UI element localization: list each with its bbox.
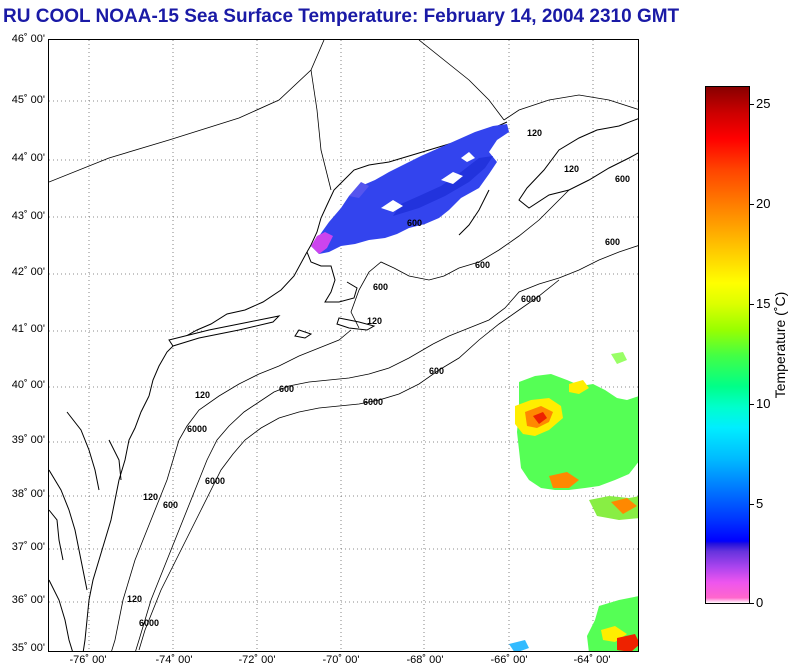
lat-label-42: 42˚ 00' (11, 266, 45, 278)
isobath-600 (135, 245, 638, 651)
colorbar-tick-mark (750, 104, 754, 105)
lat-label-40: 40˚ 00' (11, 379, 45, 391)
isobath-120 (111, 189, 570, 651)
colorbar-tick-5: 5 (756, 496, 764, 511)
colorbar-tick-20: 20 (756, 196, 771, 211)
lon-label-64: -64˚ 00' (573, 654, 611, 666)
lat-label-35: 35˚ 00' (11, 642, 45, 654)
lat-label-45: 45˚ 00' (11, 94, 45, 106)
colorbar-tick-mark (750, 504, 754, 505)
isobath-label: 600 (163, 500, 178, 510)
isobath-label: 600 (605, 237, 620, 247)
warm-water-patches (509, 352, 638, 651)
lon-label-74: -74˚ 00' (155, 654, 193, 666)
isobath-label: 600 (373, 282, 388, 292)
temperature-colorbar (705, 86, 750, 604)
colorbar-label: Temperature (˚C) (772, 291, 788, 399)
isobath-labels: 120 120 600 600 600 6000 120 600 6000 12… (127, 128, 630, 628)
isobath-label: 120 (143, 492, 158, 502)
lat-label-36: 36˚ 00' (11, 594, 45, 606)
isobath-label: 600 (429, 366, 444, 376)
colorbar-tick-10: 10 (756, 396, 771, 411)
colorbar-tick-mark (750, 304, 754, 305)
colorbar-tick-15: 15 (756, 296, 771, 311)
isobath-label: 120 (367, 316, 382, 326)
colorbar-tick-mark (750, 204, 754, 205)
lat-label-46: 46˚ 00' (11, 33, 45, 45)
state-boundaries (49, 40, 638, 191)
isobath-label: 600 (615, 174, 630, 184)
lat-label-38: 38˚ 00' (11, 488, 45, 500)
map-svg: 120 120 600 600 600 6000 120 600 6000 12… (49, 40, 638, 651)
isobath-label: 600 (475, 260, 490, 270)
lon-label-76: -76˚ 00' (69, 654, 107, 666)
graticule (49, 40, 638, 651)
lat-label-39: 39˚ 00' (11, 434, 45, 446)
colorbar-tick-0: 0 (756, 595, 764, 610)
lon-label-66: -66˚ 00' (490, 654, 528, 666)
isobath-label: 600 (407, 218, 422, 228)
lon-label-68: -68˚ 00' (406, 654, 444, 666)
lon-label-70: -70˚ 00' (322, 654, 360, 666)
isobath-label: 6000 (205, 476, 225, 486)
lat-label-37: 37˚ 00' (11, 541, 45, 553)
lat-label-43: 43˚ 00' (11, 210, 45, 222)
isobath-label: 120 (527, 128, 542, 138)
lon-label-72: -72˚ 00' (238, 654, 276, 666)
cold-water-plume (311, 124, 509, 254)
isobath-label: 120 (195, 390, 210, 400)
page-title: RU COOL NOAA-15 Sea Surface Temperature:… (3, 6, 680, 27)
isobath-label: 6000 (521, 294, 541, 304)
isobath-label: 6000 (139, 618, 159, 628)
colorbar-tick-mark (750, 603, 754, 604)
isobath-label: 120 (127, 594, 142, 604)
isobath-6000 (138, 279, 560, 651)
colorbar-tick-25: 25 (756, 96, 771, 111)
isobath-label: 6000 (363, 397, 383, 407)
colorbar-tick-mark (750, 404, 754, 405)
sst-map: 120 120 600 600 600 6000 120 600 6000 12… (48, 39, 639, 652)
islands (168, 315, 376, 347)
isobath-label: 6000 (187, 424, 207, 434)
lat-label-44: 44˚ 00' (11, 152, 45, 164)
lat-label-41: 41˚ 00' (11, 323, 45, 335)
isobath-label: 600 (279, 384, 294, 394)
isobath-label: 120 (564, 164, 579, 174)
